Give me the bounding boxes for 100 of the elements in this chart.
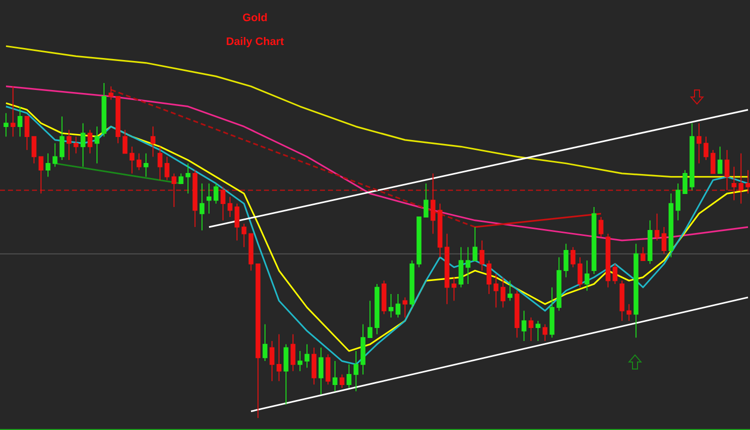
candlestick <box>10 86 16 138</box>
candlestick <box>732 166 736 201</box>
candlestick <box>368 300 372 338</box>
candlestick <box>452 276 456 302</box>
candlestick <box>704 136 708 160</box>
candlestick <box>458 246 464 288</box>
candlestick <box>102 82 106 138</box>
candlestick <box>158 146 162 181</box>
candlestick <box>564 243 568 278</box>
candlestick <box>494 274 498 308</box>
candlestick <box>480 240 484 272</box>
candlestick <box>430 172 436 234</box>
candlestick <box>746 170 750 194</box>
candlestick <box>592 206 596 274</box>
candlestick <box>676 183 680 221</box>
candlestick <box>116 96 120 144</box>
candlestick <box>262 324 268 362</box>
candlestick <box>668 193 674 258</box>
candlestick <box>424 183 428 218</box>
chart-subtitle: Daily Chart <box>226 37 284 48</box>
candlestick <box>626 304 632 322</box>
candlestick <box>514 290 520 338</box>
candlestick <box>396 294 400 318</box>
candlestick <box>46 152 50 178</box>
candlestick <box>200 183 204 231</box>
candlestick <box>374 284 380 335</box>
candlestick <box>508 280 512 302</box>
candlestick <box>18 106 22 138</box>
candlestick <box>108 86 114 100</box>
candlestick <box>696 122 702 164</box>
candlestick <box>354 350 358 392</box>
candlestick <box>66 129 72 160</box>
candlestick <box>214 183 218 204</box>
candlestick <box>654 213 660 241</box>
candlestick <box>270 340 274 382</box>
candlestick <box>150 126 156 158</box>
candlestick <box>290 334 296 372</box>
candlestick <box>382 280 386 315</box>
candlestick <box>60 116 64 160</box>
candlestick <box>570 246 576 268</box>
candlestick <box>206 183 212 214</box>
candlestick <box>256 263 260 418</box>
candlestick <box>192 170 198 228</box>
candlestick <box>444 233 450 305</box>
candlestick <box>472 226 478 261</box>
candlestick <box>122 129 128 154</box>
chart-title: Gold <box>242 13 267 22</box>
candlestick <box>388 294 394 318</box>
candlestick <box>4 112 8 138</box>
candlestick <box>662 226 666 254</box>
candlestick <box>690 122 694 191</box>
candlestick <box>304 344 310 368</box>
candlestick <box>556 256 562 312</box>
candlestick <box>32 136 36 164</box>
candlestick <box>710 150 716 174</box>
candlestick <box>500 276 506 308</box>
candlestick <box>312 347 316 385</box>
candlestick <box>466 246 470 284</box>
candlestick <box>648 220 652 264</box>
candlestick <box>620 280 624 322</box>
candlestick <box>522 310 526 342</box>
candlestick <box>578 256 582 288</box>
candlestick <box>528 317 534 342</box>
candlestick <box>438 203 442 258</box>
candlestick <box>416 216 422 268</box>
candlestick <box>130 146 134 174</box>
candlestick <box>326 354 330 385</box>
candlestick <box>542 324 548 342</box>
candlestick <box>276 334 282 382</box>
candlestick <box>228 196 232 218</box>
candlestick <box>164 156 170 181</box>
candlestick <box>178 172 184 184</box>
candlestick <box>360 324 366 375</box>
candlestick <box>402 296 408 318</box>
candlestick <box>248 233 254 272</box>
candlestick <box>346 364 352 388</box>
candlestick <box>606 233 610 288</box>
candlestick <box>94 126 100 164</box>
candlestick <box>220 186 226 221</box>
candlestick <box>410 260 414 308</box>
candlestick <box>332 360 338 392</box>
candlestick <box>52 142 58 168</box>
candlestick <box>38 156 44 194</box>
candlestick <box>318 347 324 395</box>
candlestick <box>718 146 722 174</box>
candlestick <box>24 116 30 150</box>
candlestick <box>74 136 78 154</box>
candlestick <box>536 320 540 342</box>
candlestick <box>634 243 638 338</box>
candlestick <box>612 263 618 284</box>
candlestick <box>242 223 246 248</box>
candlestick <box>144 152 148 178</box>
candlestick <box>284 344 288 406</box>
candlestick <box>486 260 492 294</box>
candlestick <box>550 286 554 338</box>
candlestick <box>682 170 688 194</box>
candlestick <box>724 150 730 191</box>
candlestick <box>298 350 302 372</box>
candlestick <box>340 374 344 388</box>
candlestick <box>80 122 86 168</box>
